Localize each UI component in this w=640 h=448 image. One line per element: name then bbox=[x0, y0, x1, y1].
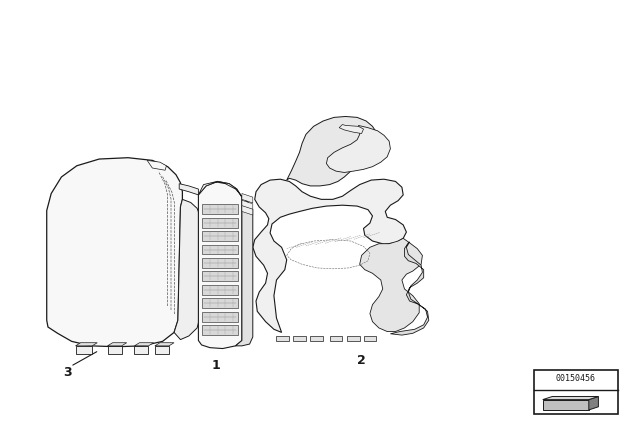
Text: 00150456: 00150456 bbox=[556, 374, 596, 383]
Polygon shape bbox=[147, 160, 166, 170]
Polygon shape bbox=[276, 336, 289, 341]
Polygon shape bbox=[589, 396, 598, 410]
Text: 2: 2 bbox=[357, 354, 366, 367]
Polygon shape bbox=[202, 258, 238, 268]
Polygon shape bbox=[202, 204, 238, 214]
Polygon shape bbox=[242, 194, 253, 203]
Polygon shape bbox=[134, 343, 154, 346]
Polygon shape bbox=[253, 179, 406, 332]
Polygon shape bbox=[390, 242, 429, 335]
Polygon shape bbox=[202, 245, 238, 254]
Polygon shape bbox=[534, 370, 618, 414]
Polygon shape bbox=[155, 343, 174, 346]
Polygon shape bbox=[330, 336, 342, 341]
Polygon shape bbox=[202, 231, 238, 241]
Polygon shape bbox=[339, 125, 364, 134]
Polygon shape bbox=[287, 116, 378, 186]
Polygon shape bbox=[76, 343, 97, 346]
Polygon shape bbox=[134, 346, 148, 354]
Polygon shape bbox=[198, 181, 242, 349]
Polygon shape bbox=[364, 336, 376, 341]
Polygon shape bbox=[347, 336, 360, 341]
Text: 1: 1 bbox=[212, 358, 221, 372]
Polygon shape bbox=[179, 184, 198, 195]
Polygon shape bbox=[202, 298, 238, 308]
Polygon shape bbox=[543, 396, 598, 400]
Polygon shape bbox=[242, 206, 253, 215]
Polygon shape bbox=[360, 238, 422, 332]
Polygon shape bbox=[543, 400, 589, 410]
Polygon shape bbox=[326, 125, 390, 172]
Polygon shape bbox=[293, 336, 306, 341]
Polygon shape bbox=[108, 343, 127, 346]
Polygon shape bbox=[108, 346, 122, 354]
Polygon shape bbox=[202, 271, 238, 281]
Polygon shape bbox=[202, 312, 238, 322]
Polygon shape bbox=[310, 336, 323, 341]
Polygon shape bbox=[76, 346, 92, 354]
Polygon shape bbox=[202, 218, 238, 228]
Polygon shape bbox=[155, 346, 169, 354]
Text: 3: 3 bbox=[63, 366, 72, 379]
Polygon shape bbox=[198, 181, 248, 202]
Polygon shape bbox=[242, 200, 253, 210]
Polygon shape bbox=[174, 199, 200, 340]
Polygon shape bbox=[202, 285, 238, 295]
Polygon shape bbox=[202, 325, 238, 335]
Polygon shape bbox=[47, 158, 182, 347]
Polygon shape bbox=[236, 197, 253, 346]
